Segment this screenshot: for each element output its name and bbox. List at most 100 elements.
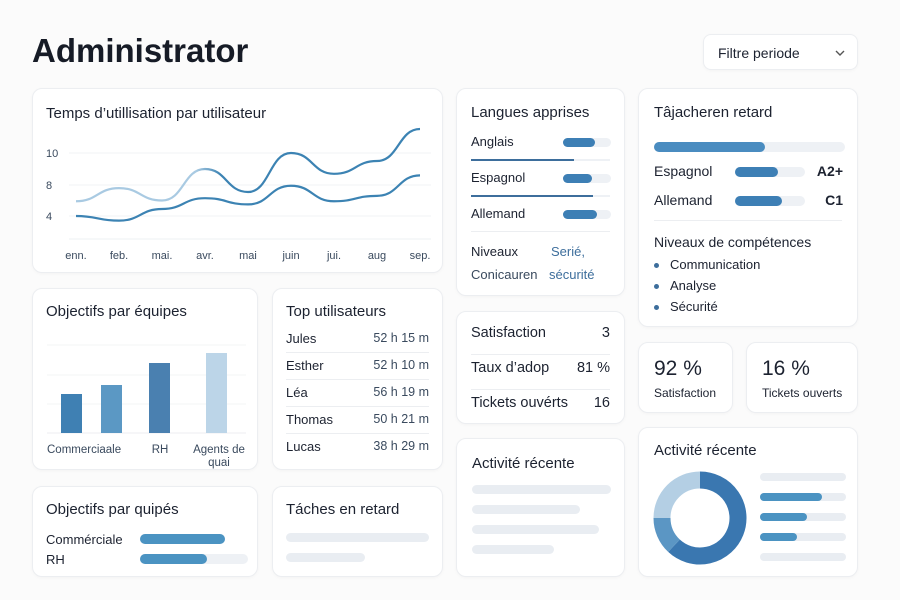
stat-label: Tickets ouvérts: [471, 395, 568, 411]
line-chart: 4 8 10 enn. feb. mai. avr. mai juin jui. aug sep.: [46, 127, 431, 262]
user-time: 52 h 10 m: [373, 358, 429, 372]
x-tick-label: feb.: [110, 250, 128, 262]
user-time: 50 h 21 m: [373, 412, 429, 426]
kpi-satisfaction: 92 % Satisfaction: [638, 342, 733, 413]
bar: [206, 353, 227, 433]
x-tick-label: RH: [152, 444, 169, 456]
activity-bar: [760, 533, 846, 541]
bar: [101, 385, 122, 433]
user-time: 56 h 19 m: [373, 385, 429, 399]
bullet-icon: [654, 263, 659, 269]
language-progress: [563, 138, 611, 147]
card-title: Objectifs par quipés: [46, 501, 179, 518]
language-label: Espagnol: [471, 170, 526, 185]
user-name: Esther: [286, 358, 324, 373]
x-tick-label: aug: [368, 250, 386, 262]
chevron-down-icon: [835, 50, 845, 56]
card-title: Top utilisateurs: [286, 303, 387, 320]
stat-row: Satisfaction 3: [471, 320, 610, 355]
user-name: Thomas: [286, 412, 333, 427]
recent-activity-donut-card: Activité récente: [638, 427, 858, 577]
donut-slice: [653, 471, 701, 519]
page-title: Administrator: [32, 32, 249, 69]
stat-value: 16: [593, 395, 610, 411]
period-filter-dropdown[interactable]: Filtre periode: [703, 34, 858, 70]
team-goals-progress-card: Objectifs par quipés Commérciale RH: [32, 486, 258, 577]
placeholder-line: [286, 553, 365, 562]
stat-row: Taux d’adop 81 %: [471, 355, 610, 390]
stat-value: 81 %: [576, 360, 610, 376]
placeholder-line: [472, 525, 599, 534]
levels-label: Niveaux: [471, 244, 518, 259]
donut-slice: [668, 471, 747, 565]
table-row[interactable]: Lucas 38 h 29 m: [286, 434, 429, 461]
levels-label-2: Conicauren: [471, 267, 538, 282]
activity-bar: [760, 513, 846, 521]
y-tick-label: 10: [46, 148, 58, 160]
team-label: Commérciale: [46, 532, 123, 547]
bar-chart: Commerciaale RH Agents de quai: [47, 344, 246, 469]
late-tasks-levels-card: Tâjacheren retard Niveaux de compétences…: [638, 88, 858, 327]
x-tick-label: Commerciaale: [47, 444, 121, 456]
stats-card: Satisfaction 3 Taux d’adop 81 % Tickets ouvé…: [456, 311, 625, 424]
activity-bar: [760, 473, 846, 481]
team-label: RH: [46, 552, 65, 567]
languages-card: Langues apprises Niveaux Conicauren Seri…: [456, 88, 625, 296]
activity-bar: [760, 553, 846, 561]
series-line-1: [75, 174, 421, 222]
card-title: Activité récente: [472, 455, 575, 472]
levels-value-2: sécurité: [549, 267, 595, 282]
bullet-icon: [654, 284, 659, 290]
skill-item: Communication: [654, 257, 760, 272]
language-label: Allemand: [654, 192, 713, 208]
table-row[interactable]: Esther 52 h 10 m: [286, 353, 429, 380]
language-progress: [563, 174, 611, 183]
recent-activity-card: Activité récente: [456, 438, 625, 577]
donut-chart: [653, 471, 747, 565]
card-title: Tâjacheren retard: [654, 104, 773, 121]
card-title: Táches en retard: [286, 501, 400, 518]
kpi-value: 92 %: [654, 357, 702, 380]
kpi-value: 16 %: [762, 357, 810, 380]
placeholder-line: [472, 545, 554, 554]
x-tick-label: sep.: [410, 250, 431, 262]
user-name: Lucas: [286, 439, 321, 454]
team-progress: [140, 534, 225, 544]
usage-chart-card: Temps d’utillisation par utilisateur 4 8 1…: [32, 88, 443, 273]
card-title: Activité récente: [654, 442, 757, 459]
series-line-0: [75, 127, 421, 203]
user-time: 52 h 15 m: [373, 331, 429, 345]
x-tick-label: jui.: [326, 250, 341, 262]
bar: [61, 394, 82, 433]
x-tick-label: avr.: [196, 250, 214, 262]
stat-label: Satisfaction: [471, 325, 546, 341]
kpi-tickets: 16 % Tickets ouverts: [746, 342, 858, 413]
x-tick-label: mai.: [152, 250, 173, 262]
skill-item: Sécurité: [654, 299, 718, 314]
user-time: 38 h 29 m: [373, 439, 429, 453]
table-row[interactable]: Jules 52 h 15 m: [286, 326, 429, 353]
skill-item: Analyse: [654, 278, 716, 293]
y-tick-label: 4: [46, 211, 52, 223]
top-users-card: Top utilisateurs Jules 52 h 15 m Esther 52 …: [272, 288, 443, 470]
main-progress-bar: [654, 142, 845, 152]
donut-slice: [653, 517, 681, 552]
table-row[interactable]: Léa 56 h 19 m: [286, 380, 429, 407]
language-label: Allemand: [471, 206, 526, 221]
stat-row: Tickets ouvérts 16: [471, 390, 610, 425]
bullet-icon: [654, 305, 659, 311]
table-row[interactable]: Thomas 50 h 21 m: [286, 407, 429, 434]
language-label: Espagnol: [654, 163, 713, 179]
placeholder-line: [472, 485, 611, 494]
card-title: Langues apprises: [471, 104, 590, 121]
x-tick-label: mai: [239, 250, 257, 262]
bar: [149, 363, 170, 433]
x-tick-label: Agents de quai: [193, 444, 245, 469]
team-progress: [140, 554, 248, 564]
late-tasks-card: Táches en retard: [272, 486, 443, 577]
stat-value: 3: [601, 325, 610, 341]
user-name: Jules: [286, 331, 317, 346]
skills-title: Niveaux de compétences: [654, 234, 812, 250]
placeholder-line: [286, 533, 429, 542]
kpi-label: Tickets ouverts: [762, 386, 843, 400]
